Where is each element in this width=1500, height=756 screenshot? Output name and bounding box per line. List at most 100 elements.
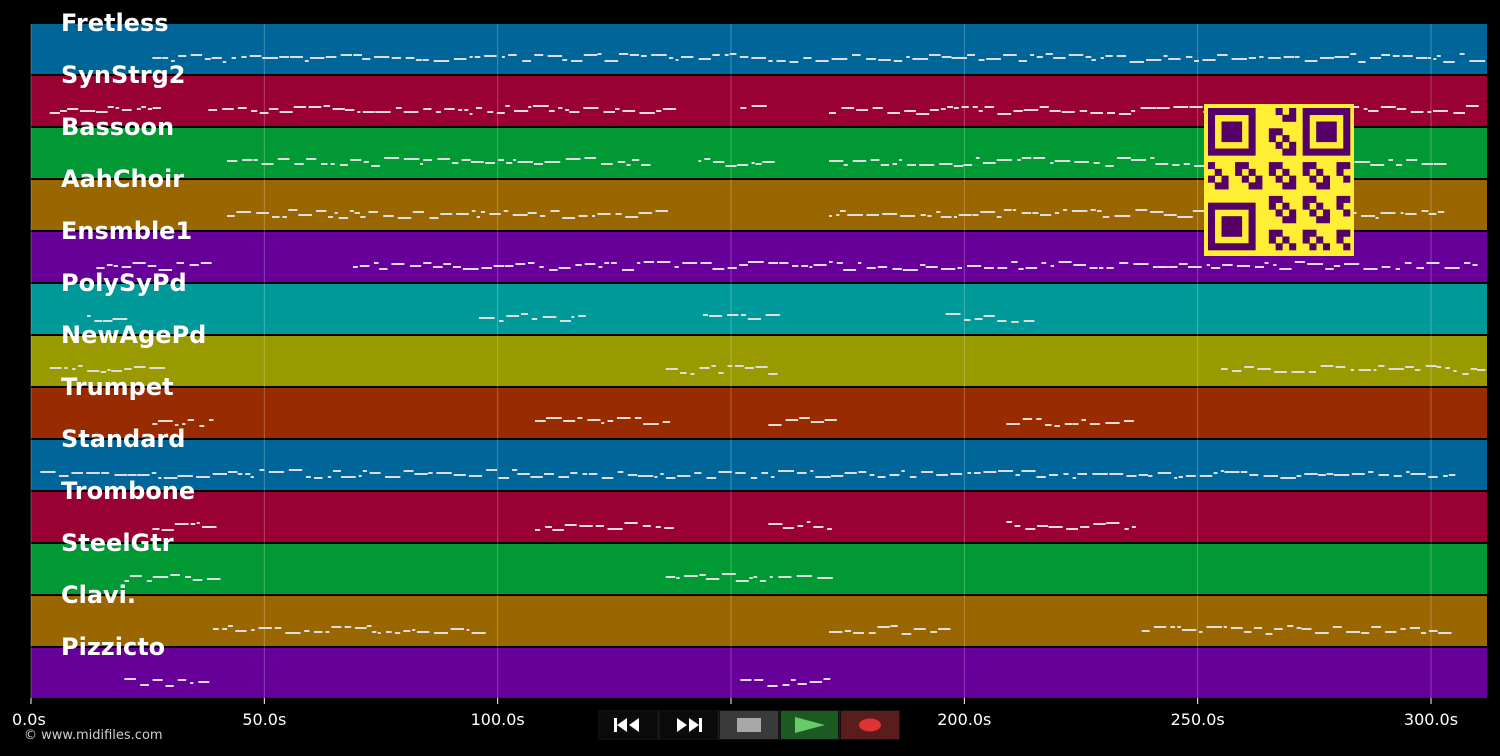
note-mark: [789, 61, 799, 63]
note-mark: [403, 111, 419, 113]
note-mark: [1141, 630, 1150, 632]
note-mark: [739, 56, 749, 58]
note-mark: [1105, 422, 1120, 424]
track-lane[interactable]: [31, 284, 1487, 334]
qr-module: [1309, 229, 1317, 237]
qr-module: [1289, 209, 1297, 217]
track-lane[interactable]: [31, 544, 1487, 594]
note-mark: [344, 626, 352, 628]
note-mark: [1040, 214, 1052, 216]
note-mark: [940, 108, 946, 110]
note-mark: [496, 112, 505, 114]
qr-module: [1221, 182, 1229, 190]
note-mark: [558, 476, 570, 478]
note-mark: [953, 165, 964, 167]
note-mark: [535, 420, 546, 422]
note-mark: [700, 262, 712, 264]
note-mark: [305, 476, 311, 478]
note-mark: [1116, 157, 1131, 159]
track-label: Bassoon: [61, 113, 174, 141]
note-mark: [562, 59, 568, 61]
track-lane[interactable]: [31, 336, 1487, 386]
note-mark: [1304, 473, 1318, 475]
record-button[interactable]: [840, 710, 900, 740]
note-mark: [967, 265, 982, 267]
qr-module: [1228, 148, 1236, 156]
qr-module: [1268, 229, 1276, 237]
note-mark: [1314, 632, 1329, 634]
note-mark: [420, 163, 424, 165]
qr-module: [1282, 148, 1290, 156]
note-mark: [60, 110, 67, 112]
note-mark: [737, 164, 749, 166]
track-lane[interactable]: [31, 388, 1487, 438]
note-mark: [192, 579, 203, 581]
play-button[interactable]: [779, 710, 840, 740]
qr-module: [1241, 108, 1249, 116]
note-mark: [1472, 264, 1478, 266]
note-mark: [963, 164, 973, 166]
note-mark: [1428, 57, 1431, 59]
note-mark: [872, 107, 883, 109]
note-mark: [1291, 371, 1305, 373]
qr-module: [1221, 229, 1229, 237]
note-mark: [249, 55, 262, 57]
qr-module: [1235, 168, 1243, 176]
note-mark: [1093, 162, 1100, 164]
note-mark: [235, 630, 247, 632]
qr-module: [1255, 175, 1263, 183]
note-mark: [1030, 54, 1035, 56]
note-mark: [1178, 476, 1183, 478]
track-lane[interactable]: [31, 24, 1487, 74]
track-lane[interactable]: [31, 648, 1487, 698]
qr-module: [1208, 243, 1216, 251]
track-lane[interactable]: [31, 440, 1487, 490]
note-mark: [1021, 470, 1036, 472]
rewind-button[interactable]: [598, 710, 658, 740]
note-mark: [724, 54, 729, 56]
qr-module: [1228, 121, 1236, 129]
note-mark: [1025, 528, 1036, 530]
track-lane[interactable]: [31, 596, 1487, 646]
note-mark: [548, 110, 555, 112]
note-mark: [768, 60, 773, 62]
note-mark: [476, 216, 481, 218]
note-mark: [498, 477, 510, 479]
note-mark: [114, 474, 128, 476]
stop-button[interactable]: [719, 710, 779, 740]
note-mark: [1395, 164, 1403, 166]
note-mark: [727, 314, 739, 316]
note-mark: [680, 372, 687, 374]
note-mark: [899, 159, 903, 161]
note-mark: [1287, 625, 1294, 627]
note-mark: [469, 113, 473, 115]
qr-module: [1343, 209, 1351, 217]
qr-module: [1343, 229, 1351, 237]
note-mark: [684, 575, 698, 577]
track-lane[interactable]: [31, 492, 1487, 542]
note-mark: [611, 262, 617, 264]
note-mark: [493, 265, 505, 267]
note-mark: [817, 577, 833, 579]
fast-forward-button[interactable]: [658, 710, 719, 740]
note-mark: [1073, 264, 1086, 266]
note-mark: [768, 373, 778, 375]
note-mark: [790, 679, 796, 681]
qr-module: [1275, 162, 1283, 170]
note-mark: [196, 522, 200, 524]
note-mark: [549, 269, 558, 271]
note-mark: [1202, 59, 1216, 61]
note-mark: [829, 112, 836, 114]
note-mark: [755, 163, 762, 165]
qr-module: [1208, 108, 1216, 116]
qr-module: [1302, 168, 1310, 176]
note-mark: [222, 108, 234, 110]
note-mark: [140, 684, 149, 686]
note-mark: [889, 474, 900, 476]
note-mark: [1358, 369, 1372, 371]
note-mark: [1003, 54, 1017, 56]
note-mark: [262, 57, 278, 59]
note-mark: [152, 57, 162, 59]
note-mark: [634, 417, 642, 419]
